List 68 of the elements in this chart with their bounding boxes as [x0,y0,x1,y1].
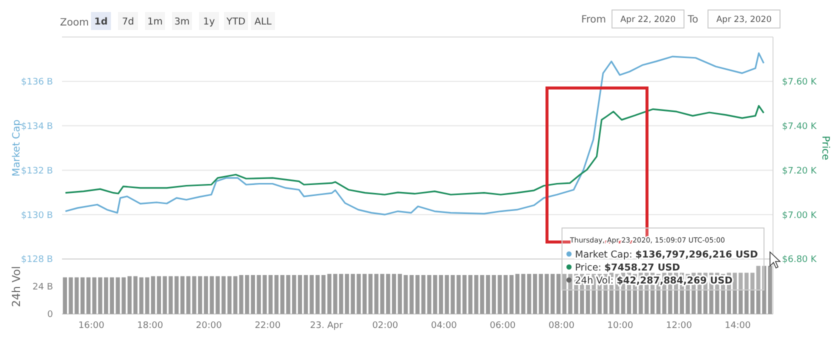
line-series [64,52,764,216]
y2-axis-title: Price [820,136,830,160]
bar [227,276,232,314]
x-tick-label: 22:00 [254,321,281,331]
y2-tick-label: $7.60 K [782,78,818,88]
y-tick-label: $132 B [21,166,53,176]
x-tick-label: 23. Apr [310,321,344,331]
x-tick-label: 14:00 [724,321,751,331]
bar [321,275,326,314]
text: To [686,14,698,26]
text: ALL [254,16,272,28]
bar [344,274,350,314]
bar [462,275,467,314]
bar [180,276,185,314]
y-tick-label: $134 B [21,122,53,132]
text: 1m [147,16,163,28]
bar [438,275,444,314]
annotation: Price: $7458.27 USD [575,262,680,274]
bar [744,272,749,314]
text: 1d [94,16,108,28]
bar [750,272,754,314]
annotation: Market Cap: $136,797,296,216 USD [575,249,758,260]
bar [156,276,162,314]
text: YTD [226,16,246,28]
y-tick-label: $128 B [21,255,53,266]
bar [532,274,538,314]
bar [204,276,208,314]
y2-tick-label: $6.80 K [782,255,818,266]
bar [110,277,114,314]
y2-tick-label: $7.00 K [782,210,818,221]
y-tick-label: $130 B [21,210,53,221]
x-tick-label: 12:00 [666,321,692,331]
x-tick-label: 18:00 [137,321,164,331]
x-tick-label: 04:00 [430,321,458,331]
y-axis-title: Market Cap [12,119,22,177]
text: 3m [174,16,190,28]
x-tick-label: 08:00 [548,321,575,331]
bar [133,276,138,314]
y-tick-label: $136 B [21,78,53,88]
bar [392,274,396,314]
y2-tick-label: $7.40 K [782,122,818,132]
x-tick-label: 16:00 [78,321,105,331]
bar [86,277,90,314]
y-axis-title: 24h Vol [10,266,23,307]
bar [250,275,256,314]
bar [556,274,561,314]
bar [415,275,420,314]
bar [486,275,490,314]
text: Zoom [60,18,89,28]
bar [62,277,67,314]
x-tick-label: 02:00 [372,321,398,331]
text: Apr 23, 2020 [716,14,772,25]
text: 7d [122,16,134,28]
text: From [581,14,606,26]
text: 1y [203,16,216,28]
bar [509,275,514,314]
x-tick-label: 06:00 [490,321,516,331]
bar [274,275,279,314]
x-tick-label: 10:00 [607,321,634,331]
x-tick-label: 20:00 [196,321,222,331]
text: Apr 22, 2020 [620,14,676,25]
line-series [64,105,764,196]
y-tick-label: 0 [47,310,54,320]
bar [368,274,373,314]
y2-tick-label: $7.20 K [782,166,818,176]
y-tick-label: 24 B [32,282,53,293]
bar [80,277,85,314]
bar [298,275,302,314]
